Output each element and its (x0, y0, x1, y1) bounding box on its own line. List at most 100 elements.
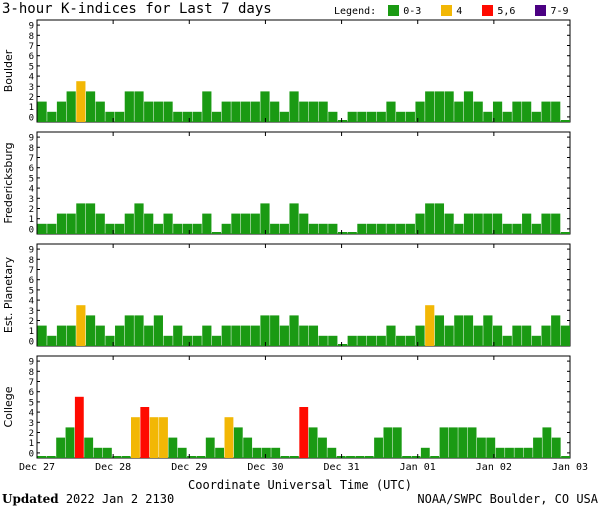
x-tick-label: Dec 27 (19, 462, 55, 473)
k-bar (514, 447, 524, 458)
k-bar (56, 213, 67, 234)
y-tick-label: 8 (29, 144, 34, 154)
y-tick-label: 9 (29, 134, 34, 144)
k-bar (541, 325, 551, 346)
k-bar (420, 447, 430, 458)
k-bar (483, 111, 493, 122)
k-bar (153, 101, 163, 122)
k-bar (337, 232, 348, 234)
k-bar (202, 213, 212, 234)
k-bar (202, 325, 212, 346)
legend-text-7-9: 7-9 (550, 6, 569, 17)
k-bar (46, 456, 56, 458)
k-bar (551, 437, 561, 458)
k-bar (374, 437, 383, 458)
k-bar (522, 213, 532, 234)
k-bar (66, 213, 76, 234)
k-bar (308, 325, 319, 346)
k-bar (551, 213, 561, 234)
k-bar (512, 101, 522, 122)
k-bar (84, 437, 94, 458)
k-bar (492, 213, 503, 234)
x-tick-label: Dec 28 (95, 462, 131, 473)
x-tick-label: Dec 29 (171, 462, 207, 473)
k-bar (224, 417, 234, 458)
k-bar (149, 417, 159, 458)
y-tick-label: 9 (29, 22, 34, 32)
k-bar (483, 315, 493, 346)
k-bar (241, 325, 251, 346)
k-bar (140, 407, 150, 458)
k-bar (124, 91, 134, 122)
k-bar (415, 325, 425, 346)
k-bar (376, 223, 386, 234)
k-bar (289, 456, 299, 458)
k-bar (131, 417, 140, 458)
k-bar (308, 427, 318, 458)
k-bar (366, 111, 377, 122)
x-tick-label: Jan 01 (400, 462, 436, 473)
k-bar (502, 223, 512, 234)
k-bar (396, 111, 406, 122)
k-bar (192, 111, 202, 122)
k-bar (308, 101, 319, 122)
y-tick-label: 1 (29, 103, 34, 113)
y-tick-label: 6 (29, 164, 34, 174)
k-bar (270, 315, 280, 346)
y-tick-label: 9 (29, 358, 34, 368)
y-tick-label: 2 (29, 429, 34, 439)
k-bar (347, 232, 357, 234)
x-tick-label: Dec 31 (324, 462, 360, 473)
k-bar (279, 223, 289, 234)
k-bar (522, 325, 532, 346)
k-bar (173, 223, 183, 234)
k-bar (434, 203, 445, 234)
k-bar (458, 427, 468, 458)
k-bar (121, 456, 131, 458)
k-bar (211, 335, 222, 346)
k-bar (357, 111, 367, 122)
k-bar (182, 335, 193, 346)
k-bar (425, 305, 435, 346)
k-bar (250, 213, 260, 234)
k-bar (124, 315, 134, 346)
k-bar (463, 213, 474, 234)
k-bar (192, 335, 202, 346)
k-bar (85, 91, 96, 122)
y-tick-label: 8 (29, 32, 34, 42)
k-bar (386, 325, 396, 346)
k-bar (386, 101, 396, 122)
k-bar (37, 456, 47, 458)
k-bar (289, 91, 299, 122)
k-bar (241, 213, 251, 234)
k-bar (366, 223, 377, 234)
k-bar (205, 437, 215, 458)
k-bar (405, 335, 415, 346)
k-bar (328, 223, 338, 234)
k-bar (551, 315, 561, 346)
k-bar (328, 335, 338, 346)
k-bar (396, 223, 406, 234)
k-bar (560, 325, 570, 346)
y-tick-label: 3 (29, 419, 34, 429)
k-bar (47, 111, 57, 122)
k-bar (260, 91, 270, 122)
k-bar (541, 101, 551, 122)
k-bar (177, 447, 187, 458)
y-tick-label: 4 (29, 409, 34, 419)
k-bar (250, 101, 260, 122)
panel-label: Est. Planetary (2, 256, 15, 333)
k-bar (337, 120, 348, 122)
y-tick-label: 3 (29, 83, 34, 93)
k-bar (163, 213, 173, 234)
k-bar (318, 335, 328, 346)
k-bar (347, 335, 357, 346)
k-bar (502, 335, 512, 346)
y-tick-label: 7 (29, 266, 34, 276)
legend-swatch-5-6 (482, 5, 494, 16)
k-bar (192, 223, 202, 234)
k-bar (376, 335, 386, 346)
k-bar (299, 325, 309, 346)
k-bar (233, 427, 243, 458)
y-tick-label: 0 (29, 113, 34, 123)
